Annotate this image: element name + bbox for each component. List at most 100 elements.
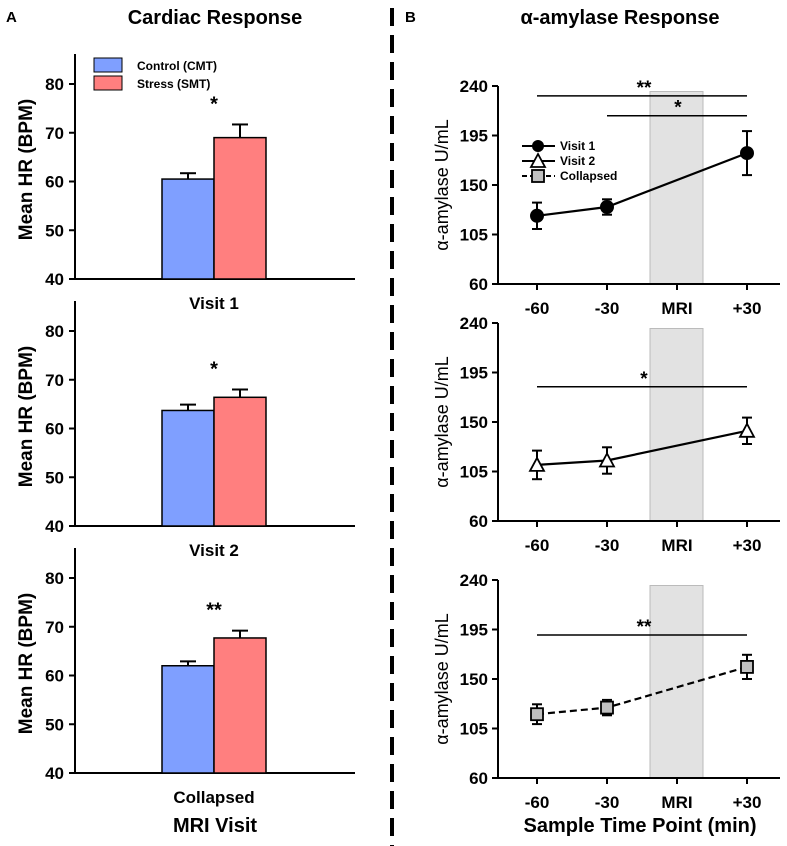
x-tick-label: +30 (733, 536, 762, 555)
square-marker (530, 707, 544, 722)
category-label: Collapsed (173, 788, 254, 807)
y-tick-label: 70 (45, 618, 64, 637)
y-tick-label: 105 (460, 463, 488, 482)
mri-shaded-region (649, 328, 704, 522)
series-line (536, 665, 748, 716)
y-tick-label: 80 (45, 322, 64, 341)
y-axis-label: Mean HR (BPM) (16, 346, 37, 487)
y-tick-label: 105 (460, 720, 488, 739)
legend-label: Visit 2 (560, 154, 595, 168)
y-tick-label: 50 (45, 468, 64, 487)
legend-label: Control (CMT) (137, 59, 217, 73)
panel-label-a: A (6, 9, 17, 26)
legend-swatch (93, 75, 123, 91)
y-tick-label: 150 (460, 176, 488, 195)
y-tick-label: 60 (45, 173, 64, 192)
y-tick-label: 80 (45, 569, 64, 588)
y-tick-label: 195 (460, 621, 488, 640)
stress-bar (213, 136, 267, 280)
circle-marker (600, 200, 614, 214)
bar-panel-2: 40 50 60 70 80 Mean HR (BPM) ** Collapsed (16, 548, 355, 807)
y-tick-label: 150 (460, 413, 488, 432)
significance-marker: * (674, 98, 682, 119)
stress-bar (213, 396, 267, 527)
category-label: Visit 1 (189, 294, 239, 313)
line-panel-1: 60 105 150 195 240 -60 -30 MRI +30 α-amylase U/mL… (432, 314, 780, 555)
square-marker (740, 660, 754, 674)
category-label: Visit 2 (189, 541, 239, 560)
line-panel-2: 60 105 150 195 240 -60 -30 MRI +30 α-amylase U/mL… (432, 571, 780, 812)
significance-marker: ** (637, 78, 652, 99)
triangle-marker (738, 421, 756, 438)
legend-swatch (93, 57, 123, 73)
y-tick-label: 240 (460, 314, 488, 333)
circle-marker (532, 140, 544, 152)
y-tick-label: 40 (45, 270, 64, 289)
y-axis-label: α-amylase U/mL (432, 613, 452, 744)
y-axis-label: Mean HR (BPM) (16, 99, 37, 240)
square-marker (600, 700, 614, 715)
x-tick-label: MRI (661, 536, 692, 555)
x-tick-label: -60 (525, 536, 550, 555)
y-axis-label: α-amylase U/mL (432, 119, 452, 250)
legend-label: Visit 1 (560, 139, 595, 153)
y-tick-label: 60 (45, 667, 64, 686)
y-tick-label: 150 (460, 670, 488, 689)
circle-marker (530, 208, 544, 223)
square-marker (531, 169, 545, 183)
line-panel-0: 60 105 150 195 240 -60 -30 MRI +30 α-amylase U/mL… (432, 77, 780, 318)
y-tick-label: 105 (460, 226, 488, 245)
y-tick-label: 240 (460, 571, 488, 590)
y-tick-label: 240 (460, 77, 488, 96)
amylase-title: α-amylase Response (520, 7, 719, 29)
legend-label: Collapsed (560, 169, 617, 183)
y-tick-label: 50 (45, 715, 64, 734)
stress-bar (213, 637, 267, 774)
y-axis-label: α-amylase U/mL (432, 356, 452, 487)
significance-marker: * (640, 369, 648, 390)
legend-label: Stress (SMT) (137, 77, 210, 91)
amylase-xlabel: Sample Time Point (min) (524, 815, 757, 837)
control-bar (161, 409, 215, 527)
x-tick-label: +30 (733, 299, 762, 318)
y-tick-label: 195 (460, 127, 488, 146)
x-tick-label: -60 (525, 299, 550, 318)
control-bar (161, 665, 215, 774)
y-axis-label: Mean HR (BPM) (16, 593, 37, 734)
y-tick-label: 80 (45, 75, 64, 94)
x-tick-label: +30 (733, 793, 762, 812)
y-tick-label: 195 (460, 364, 488, 383)
y-tick-label: 40 (45, 764, 64, 783)
bar-panel-0: 40 50 60 70 80 Mean HR (BPM) * Visit 1 Control (… (16, 54, 355, 313)
y-tick-label: 50 (45, 221, 64, 240)
panel-label-b: B (405, 9, 416, 26)
x-tick-label: -30 (595, 793, 620, 812)
cardiac-xlabel: MRI Visit (173, 815, 257, 837)
y-tick-label: 60 (469, 512, 488, 531)
triangle-marker (528, 456, 546, 472)
y-tick-label: 40 (45, 517, 64, 536)
x-tick-label: MRI (661, 299, 692, 318)
x-tick-label: -60 (525, 793, 550, 812)
y-tick-label: 70 (45, 124, 64, 143)
y-tick-label: 70 (45, 371, 64, 390)
y-tick-label: 60 (469, 769, 488, 788)
mri-shaded-region (649, 585, 704, 779)
bar-panel-1: 40 50 60 70 80 Mean HR (BPM) * Visit 2 (16, 301, 355, 560)
cardiac-title: Cardiac Response (128, 7, 303, 29)
significance-marker: ** (206, 600, 222, 622)
x-tick-label: -30 (595, 536, 620, 555)
series-line (536, 429, 748, 466)
x-tick-label: -30 (595, 299, 620, 318)
significance-marker: * (210, 93, 218, 115)
y-tick-label: 60 (469, 275, 488, 294)
triangle-marker (598, 451, 616, 468)
y-tick-label: 60 (45, 420, 64, 439)
triangle-marker (529, 152, 547, 168)
significance-marker: * (210, 359, 218, 381)
significance-marker: ** (637, 617, 652, 638)
x-tick-label: MRI (661, 793, 692, 812)
control-bar (161, 178, 215, 280)
circle-marker (740, 146, 754, 161)
